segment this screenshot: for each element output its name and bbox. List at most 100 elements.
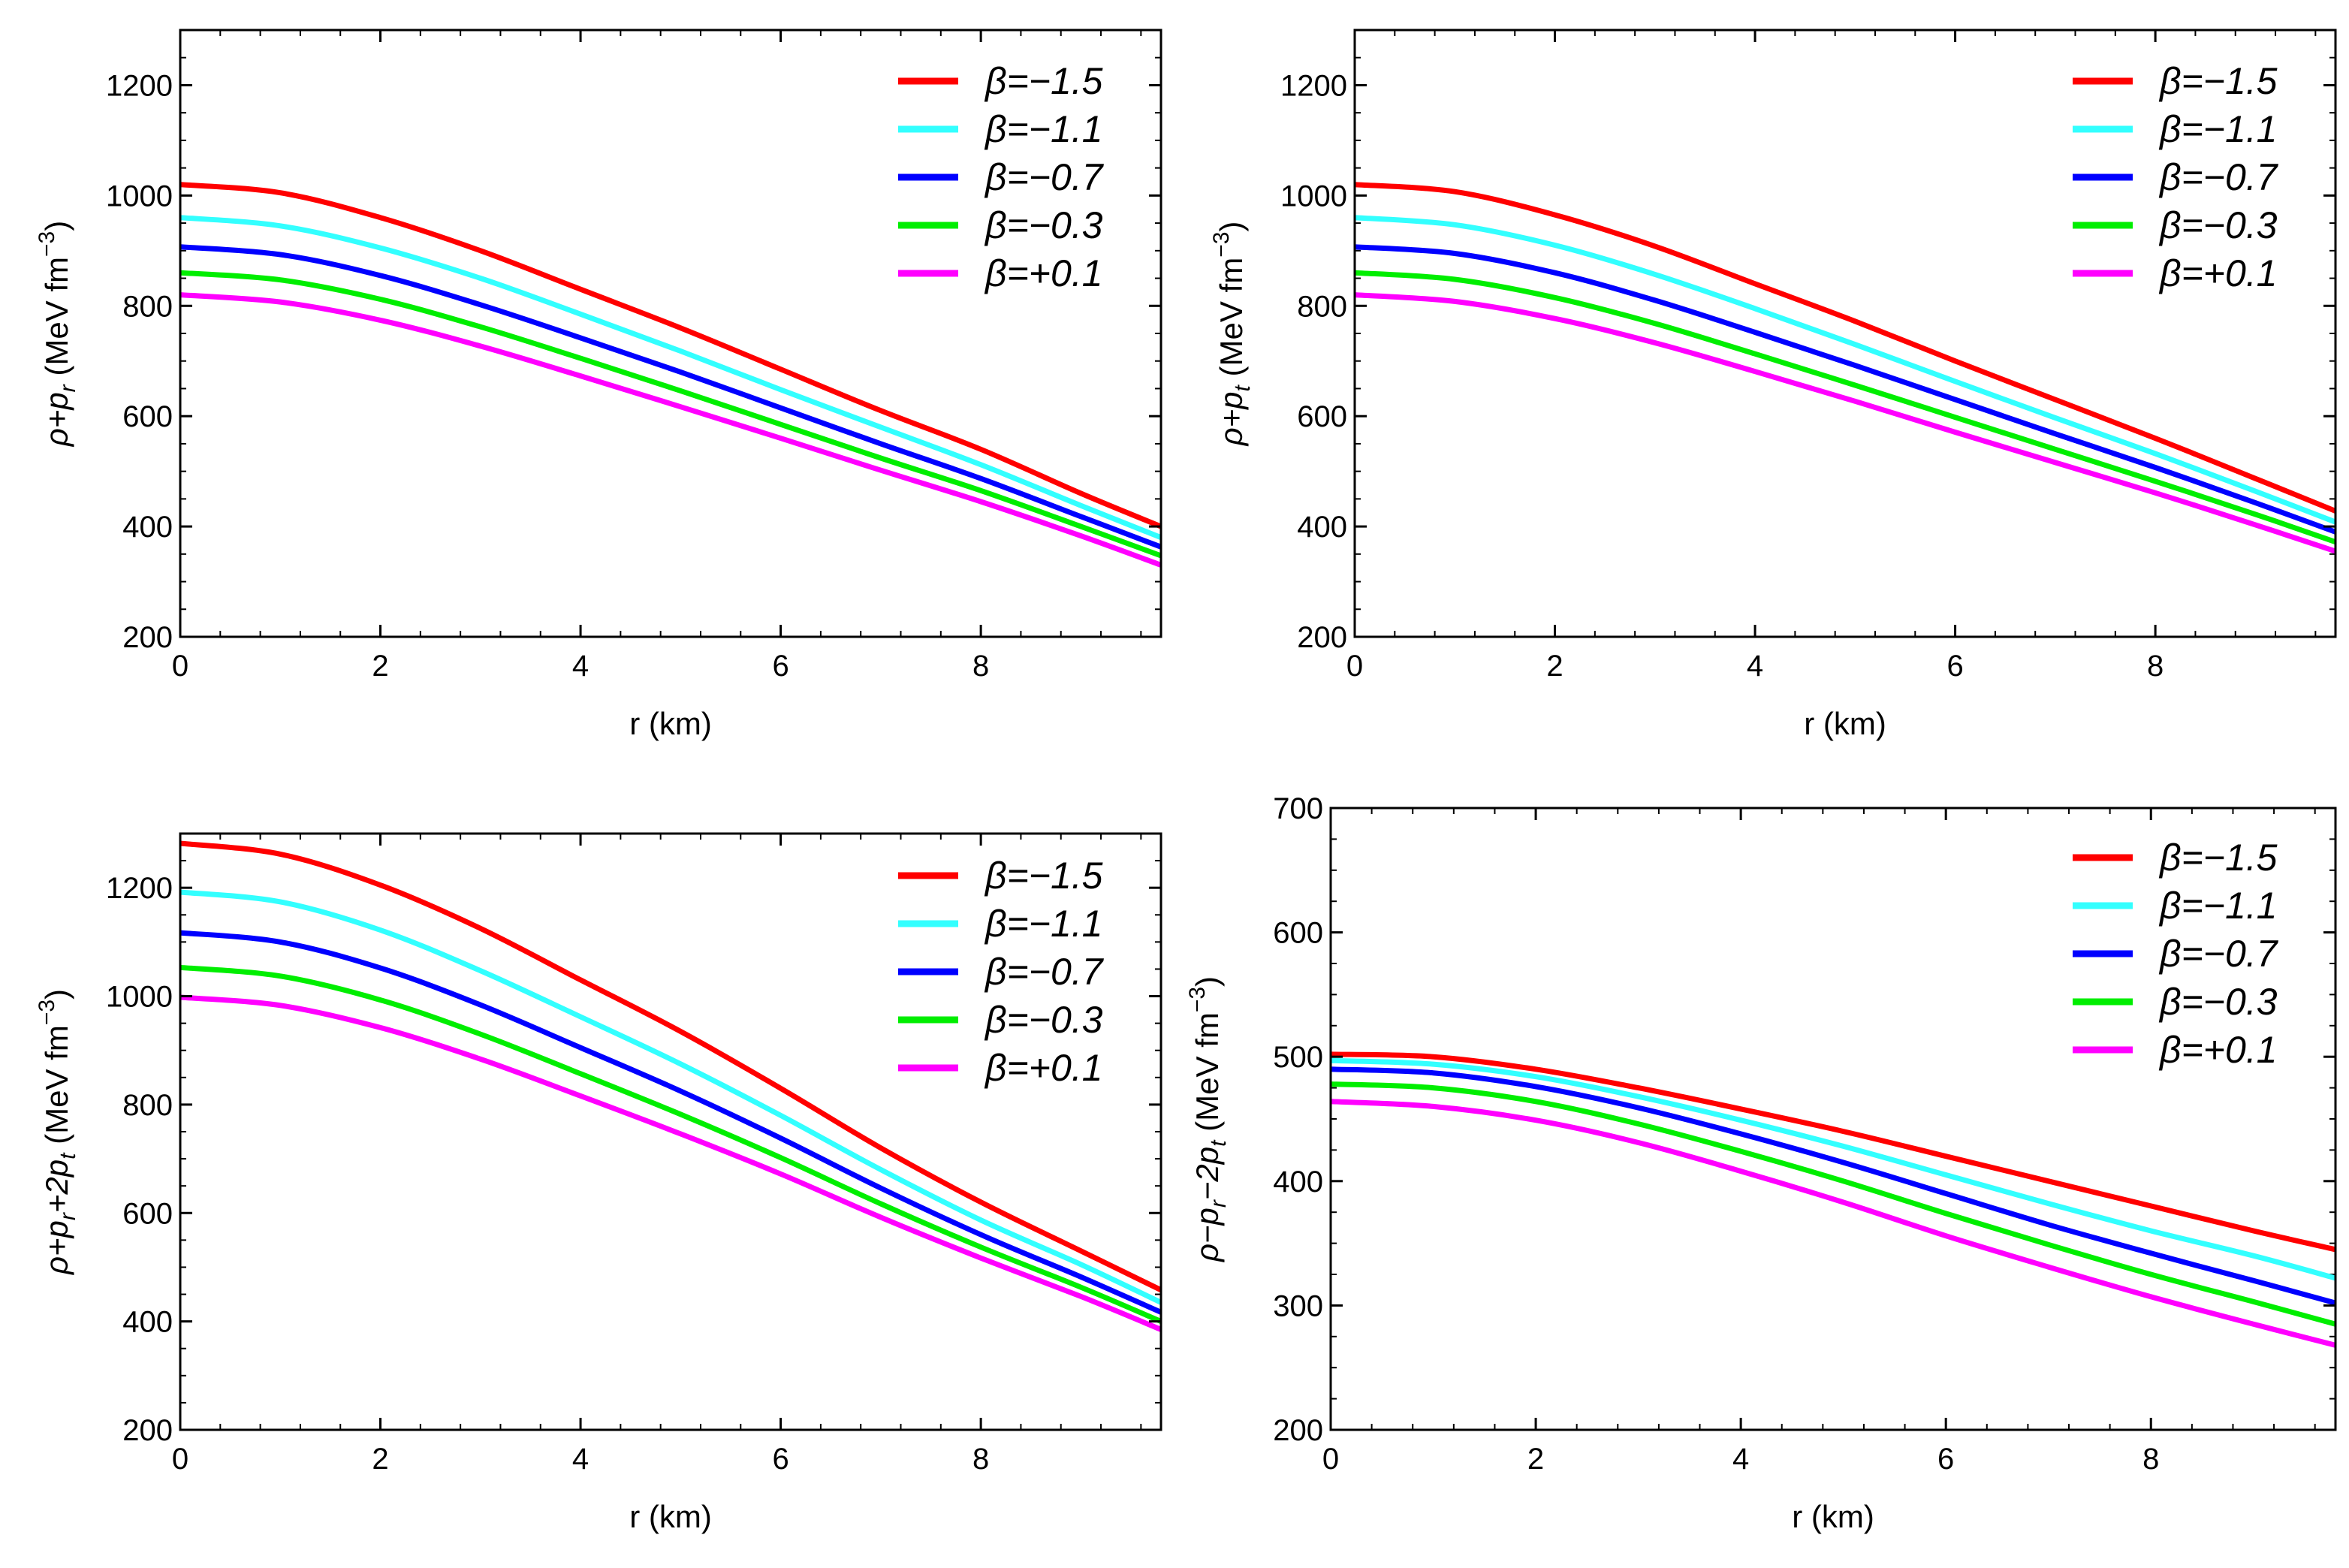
series-line [1330, 1099, 2336, 1348]
plot-frame [179, 29, 1162, 638]
x-tick-label: 6 [1937, 1443, 1954, 1476]
series-line [179, 930, 1162, 1315]
x-tick-label: 8 [2142, 1443, 2159, 1476]
y-tick-label: 1200 [106, 872, 173, 905]
y-tick-label: 600 [1297, 400, 1347, 433]
x-tick-label: 8 [972, 650, 989, 683]
series-line [179, 964, 1162, 1324]
x-tick-label: 4 [1747, 650, 1763, 683]
x-axis-title: r (km) [1792, 1499, 1874, 1534]
y-axis-title: ρ+pr+2pt (MeV fm−3) [35, 989, 80, 1276]
legend-label: β=−1.5 [984, 855, 1103, 897]
legend-label: β=−1.5 [2158, 60, 2278, 102]
legend-label: β=+0.1 [2158, 1029, 2277, 1071]
legend-label: β=−0.7 [2158, 156, 2279, 198]
x-tick-label: 8 [2147, 650, 2164, 683]
series-line [1354, 292, 2337, 554]
chart-bottom-right: 0 2 4 6 8 200 300 400 500 600 700 r (km) ρ−pr−2pt (M… [1185, 792, 2337, 1534]
x-tick-label: 0 [172, 1443, 188, 1476]
x-axis-title: r (km) [629, 1499, 712, 1534]
legend-label: β=−0.3 [984, 204, 1103, 246]
legend-label: β=+0.1 [984, 252, 1102, 294]
y-tick-label: 600 [122, 1197, 173, 1230]
x-tick-label: 6 [1946, 650, 1963, 683]
series-line [179, 215, 1162, 541]
x-tick-label: 2 [372, 1443, 388, 1476]
y-tick-label: 1000 [106, 981, 173, 1014]
y-tick-label: 400 [1297, 511, 1347, 544]
y-tick-label: 200 [122, 1414, 173, 1447]
x-tick-label: 4 [1732, 1443, 1749, 1476]
series-line [1330, 1051, 2336, 1253]
y-axis-title: ρ+pt (MeV fm−3) [1209, 222, 1255, 448]
legend-label: β=−1.1 [984, 903, 1102, 945]
plot-frame [179, 832, 1162, 1431]
x-tick-label: 4 [572, 650, 589, 683]
y-tick-label: 1000 [1280, 179, 1347, 213]
legend-label: β=+0.1 [984, 1047, 1102, 1089]
x-tick-label: 2 [372, 650, 388, 683]
legend-label: β=−1.5 [984, 60, 1103, 102]
plot-frame [1329, 807, 2337, 1431]
series-line [179, 840, 1162, 1292]
x-axis-title: r (km) [629, 706, 712, 741]
legend-label: β=−1.1 [984, 108, 1102, 150]
series-line [1330, 1057, 2336, 1281]
series-line [1354, 244, 2337, 535]
y-tick-label: 200 [1273, 1414, 1323, 1447]
legend-label: β=−0.3 [984, 999, 1103, 1041]
y-tick-label: 1200 [1280, 69, 1347, 102]
y-tick-label: 600 [122, 400, 173, 433]
series-line [1330, 1066, 2336, 1306]
y-axis-title: ρ−pr−2pt (MeV fm−3) [1185, 976, 1231, 1263]
series-line [1330, 1081, 2336, 1327]
x-tick-label: 6 [772, 650, 789, 683]
legend-label: β=−0.3 [2158, 981, 2278, 1023]
y-tick-label: 500 [1273, 1041, 1323, 1074]
x-tick-label: 6 [772, 1443, 789, 1476]
y-tick-label: 800 [122, 290, 173, 323]
series-line [179, 270, 1162, 559]
series-line [1354, 270, 2337, 545]
chart-top-left: 0 2 4 6 8 200 400 600 800 1000 1200 r (km) ρ+pr (MeV… [35, 29, 1162, 741]
y-tick-label: 700 [1273, 792, 1323, 825]
plot-frame [1353, 29, 2337, 638]
legend-label: β=−1.1 [2158, 885, 2277, 927]
legend-label: β=−1.5 [2158, 837, 2278, 879]
y-axis-title: ρ+pr (MeV fm−3) [35, 221, 80, 448]
x-tick-label: 0 [172, 650, 188, 683]
x-tick-label: 8 [972, 1443, 989, 1476]
y-tick-label: 600 [1273, 917, 1323, 950]
legend: β=−1.5 β=−1.1 β=−0.7 β=−0.3 β=+0.1 [898, 60, 1105, 294]
y-tick-label: 400 [122, 511, 173, 544]
legend: β=−1.5 β=−1.1 β=−0.7 β=−0.3 β=+0.1 [2073, 60, 2279, 294]
y-tick-label: 200 [1297, 621, 1347, 654]
legend-label: β=−0.7 [984, 951, 1105, 993]
chart-top-right: 0 2 4 6 8 200 400 600 800 1000 1200 r (km) ρ+pt (MeV… [1209, 29, 2337, 741]
legend: β=−1.5 β=−1.1 β=−0.7 β=−0.3 β=+0.1 [2073, 837, 2279, 1071]
series-line [179, 889, 1162, 1305]
y-tick-label: 1200 [106, 69, 173, 102]
y-tick-label: 1000 [106, 179, 173, 213]
series-line [179, 182, 1162, 529]
y-tick-label: 800 [122, 1089, 173, 1122]
legend-label: β=−0.7 [984, 156, 1105, 198]
series-line [179, 292, 1162, 568]
chart-bottom-left: 0 2 4 6 8 200 400 600 800 1000 1200 r (km) ρ+pr+2pt … [35, 832, 1162, 1534]
y-tick-label: 200 [122, 621, 173, 654]
series-line [1354, 215, 2337, 525]
x-axis-title: r (km) [1804, 706, 1886, 741]
legend-label: β=−0.3 [2158, 204, 2278, 246]
y-tick-label: 400 [1273, 1165, 1323, 1199]
x-tick-label: 4 [572, 1443, 589, 1476]
y-tick-label: 800 [1297, 290, 1347, 323]
legend-label: β=+0.1 [2158, 252, 2277, 294]
x-tick-label: 0 [1322, 1443, 1339, 1476]
x-tick-label: 0 [1346, 650, 1363, 683]
legend: β=−1.5 β=−1.1 β=−0.7 β=−0.3 β=+0.1 [898, 855, 1105, 1089]
y-tick-label: 300 [1273, 1289, 1323, 1322]
legend-label: β=−0.7 [2158, 933, 2279, 975]
series-line [1354, 182, 2337, 514]
x-tick-label: 2 [1546, 650, 1563, 683]
legend-label: β=−1.1 [2158, 108, 2277, 150]
